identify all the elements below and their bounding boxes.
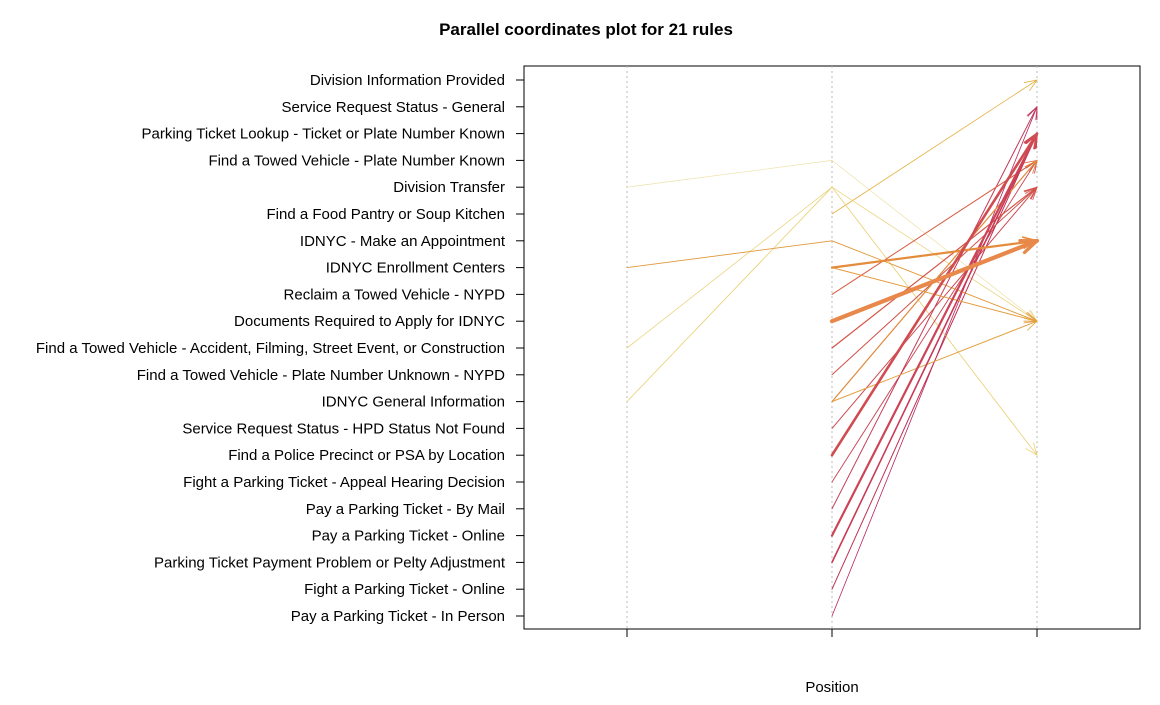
rule-arrowhead [1018,239,1039,255]
rule-line [830,132,1039,537]
y-tick-label: Pay a Parking Ticket - By Mail [306,501,505,518]
y-tick-label: Service Request Status - General [282,99,505,116]
y-tick-label: Find a Police Precinct or PSA by Locatio… [228,447,505,464]
y-tick-label: Parking Ticket Payment Problem or Pelty … [154,554,506,571]
y-tick-label: Find a Food Pantry or Soup Kitchen [267,206,505,223]
rule-line [830,132,1039,457]
rule-arrowhead [1023,320,1038,331]
y-tick-label: Reclaim a Towed Vehicle - NYPD [284,286,506,303]
x-axis [626,628,1038,637]
rule-line [831,320,1038,403]
rule-line [831,159,1038,295]
y-tick-label: Pay a Parking Ticket - In Person [291,608,505,625]
rule-arrowhead [1023,79,1038,92]
y-tick-label: Find a Towed Vehicle - Plate Number Unkn… [137,367,505,384]
rule-line [831,186,1038,349]
y-axis: Division Information Provided Service Req… [36,72,525,625]
rule [831,320,1038,403]
rule-arrowhead [1023,132,1039,150]
y-tick-label: Division Transfer [393,179,505,196]
rule [830,132,1039,457]
y-tick-label: Documents Required to Apply for IDNYC [234,313,505,330]
y-tick-label: IDNYC General Information [322,394,505,411]
rule-arrowhead [1026,106,1038,121]
rule-lines [626,79,1040,617]
rule-line [829,238,1040,324]
x-axis-label: Position [805,679,858,696]
y-tick-label: Fight a Parking Ticket - Appeal Hearing … [183,474,505,491]
y-tick-label: IDNYC Enrollment Centers [326,260,505,277]
rule [829,238,1040,324]
chart-title: Parallel coordinates plot for 21 rules [439,20,733,39]
rule-line [831,159,1038,483]
rule-line [830,239,1039,269]
y-tick-label: Fight a Parking Ticket - Online [304,581,505,598]
y-tick-label: Division Information Provided [310,72,505,89]
rule-line [831,79,1038,215]
y-tick-label: Find a Towed Vehicle - Plate Number Know… [208,152,505,169]
rule-line [831,132,1038,564]
y-tick-label: Find a Towed Vehicle - Accident, Filming… [36,340,505,357]
rule-arrowhead [1023,186,1038,200]
y-tick-label: Service Request Status - HPD Status Not … [182,420,505,437]
rule-line [626,240,1038,322]
y-tick-label: Parking Ticket Lookup - Ticket or Plate … [141,126,505,143]
rule-arrowhead [1024,159,1038,174]
rule [831,132,1038,564]
rule [831,186,1038,349]
rule [831,79,1038,215]
rule-arrowhead [1025,442,1038,456]
y-tick-label: IDNYC - Make an Appointment [300,233,506,250]
rule [831,159,1038,483]
y-tick-label: Pay a Parking Ticket - Online [312,528,505,545]
